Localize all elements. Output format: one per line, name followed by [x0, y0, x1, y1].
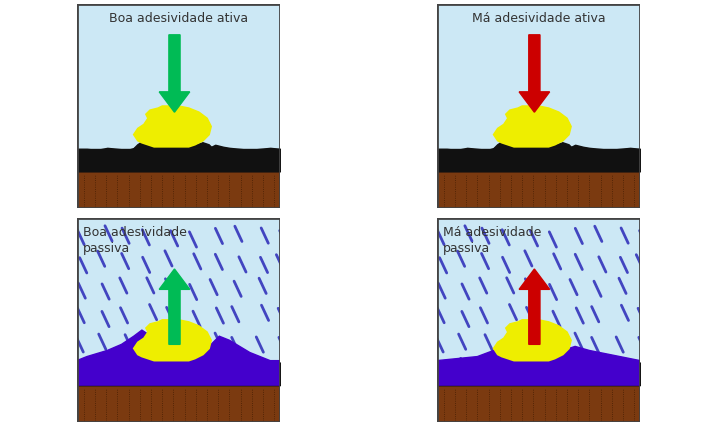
- Text: Boa adesividade
passiva: Boa adesividade passiva: [83, 226, 186, 255]
- Polygon shape: [134, 320, 211, 361]
- Bar: [437, 385, 640, 422]
- Polygon shape: [437, 340, 640, 385]
- Bar: [77, 385, 280, 422]
- Bar: [77, 171, 280, 208]
- Polygon shape: [77, 330, 280, 385]
- FancyArrow shape: [519, 35, 550, 112]
- FancyArrow shape: [519, 269, 550, 344]
- FancyArrow shape: [159, 269, 190, 344]
- Bar: [437, 363, 640, 385]
- Polygon shape: [134, 106, 211, 147]
- Polygon shape: [134, 141, 213, 149]
- Bar: [77, 363, 280, 385]
- Polygon shape: [493, 141, 573, 149]
- Text: Boa adesividade ativa: Boa adesividade ativa: [109, 12, 248, 26]
- Bar: [437, 149, 640, 171]
- Polygon shape: [493, 320, 571, 361]
- Text: Má adesividade
passiva: Má adesividade passiva: [442, 226, 541, 255]
- Bar: [77, 149, 280, 171]
- FancyArrow shape: [159, 35, 190, 112]
- Text: Má adesividade ativa: Má adesividade ativa: [472, 12, 605, 26]
- Polygon shape: [493, 106, 571, 147]
- Bar: [437, 171, 640, 208]
